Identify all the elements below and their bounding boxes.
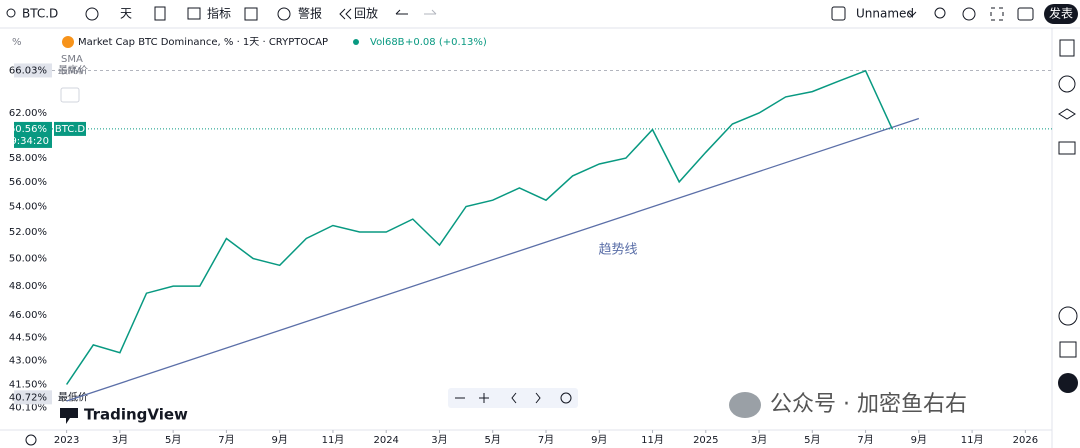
search-icon[interactable] [6, 8, 16, 18]
y-tick-label: 40.10% [9, 403, 47, 414]
symbol-tag-label: BTC.D [55, 124, 86, 135]
chat[interactable] [1058, 141, 1076, 155]
x-tick-label: 5月 [165, 434, 181, 446]
chart-type[interactable] [154, 6, 166, 21]
x-tick-label: 9月 [911, 434, 927, 446]
calendar[interactable] [1059, 341, 1077, 358]
low-price-tag [14, 390, 52, 405]
high-price-label: 66.03% [9, 65, 47, 76]
y-tick-label: 62.00% [9, 108, 47, 119]
axis-unit: % [12, 37, 22, 48]
time-settings[interactable] [25, 434, 37, 446]
x-tick-label: 7月 [538, 434, 554, 446]
x-tick-label: 11月 [961, 434, 984, 446]
high-name: 最高价 [58, 63, 88, 76]
x-tick-label: 5月 [804, 434, 820, 446]
undo[interactable] [395, 9, 408, 15]
zoom-controls [448, 388, 578, 408]
collapse-legend[interactable] [60, 87, 80, 103]
indicator-label: SMA [61, 66, 83, 77]
alerts[interactable]: 警报 [298, 6, 322, 21]
high-price-tag [14, 63, 52, 78]
zoom-in[interactable] [479, 393, 489, 403]
indicators[interactable]: 指标 [207, 6, 231, 21]
low-name: 最低价 [58, 390, 88, 403]
y-tick-label: 54.00% [9, 201, 47, 212]
redo[interactable] [424, 9, 437, 15]
last-price-label: 60.56% [9, 124, 47, 135]
add-symbol[interactable] [85, 7, 99, 21]
tradingview-brand: TradingView [84, 406, 188, 424]
settings[interactable] [962, 7, 976, 21]
countdown: 19:34:20 [4, 136, 49, 147]
y-tick-label: 41.50% [9, 380, 47, 391]
layout-checkbox[interactable] [831, 6, 846, 21]
market-status [353, 39, 359, 45]
wechat-logo [729, 392, 761, 418]
x-tick-label: 3月 [751, 434, 767, 446]
more-panels[interactable] [1058, 373, 1078, 393]
x-tick-label: 9月 [271, 434, 287, 446]
publish-button[interactable] [1044, 4, 1078, 24]
price-line [65, 69, 893, 385]
x-tick-label: 2024 [373, 435, 398, 446]
indicators-icon[interactable] [187, 7, 201, 20]
watchlist[interactable] [1059, 39, 1075, 57]
layout-menu[interactable] [907, 11, 917, 17]
fullscreen[interactable] [990, 7, 1004, 21]
wechat-account: 公众号 · 加密鱼右右 [770, 392, 967, 417]
x-tick-label: 3月 [431, 434, 447, 446]
ideas[interactable] [1058, 306, 1078, 326]
layout-name[interactable]: Unnamed [856, 7, 914, 21]
y-tick-label: 43.00% [9, 355, 47, 366]
x-tick-label: 7月 [218, 434, 234, 446]
y-tick-label: 56.00% [9, 177, 47, 188]
replay[interactable]: 回放 [354, 6, 378, 21]
templates[interactable] [244, 7, 258, 21]
alerts-icon[interactable] [277, 7, 291, 21]
replay-icon[interactable] [339, 8, 352, 20]
legend-change: +0.08 (+0.13%) [405, 37, 487, 48]
low-price-label: 40.72% [9, 392, 47, 403]
legend-volume: Vol68B [370, 37, 405, 48]
x-tick-label: 9月 [591, 434, 607, 446]
scroll-left[interactable] [511, 392, 517, 404]
y-tick-label: 58.00% [9, 153, 47, 164]
quick-search[interactable] [934, 7, 946, 19]
symbol[interactable]: BTC.D [22, 7, 58, 21]
trendline-label: 趋势线 [598, 242, 637, 258]
x-tick-label: 3月 [112, 434, 128, 446]
alerts-panel[interactable] [1058, 75, 1076, 93]
indicator-label: SMA [61, 54, 83, 65]
x-tick-label: 11月 [322, 434, 345, 446]
legend-title: Market Cap BTC Dominance, % · 1天 · CRYPT… [78, 37, 328, 48]
scroll-right[interactable] [535, 392, 541, 404]
trendline [66, 117, 920, 402]
symbol-tag [54, 121, 86, 136]
reset-chart[interactable] [560, 392, 572, 404]
snapshot[interactable] [1017, 7, 1034, 21]
y-tick-label: 46.00% [9, 310, 47, 321]
y-tick-label: 50.00% [9, 254, 47, 265]
x-tick-label: 2025 [693, 435, 718, 446]
y-tick-label: 48.00% [9, 281, 47, 292]
x-tick-label: 5月 [485, 434, 501, 446]
publish[interactable]: 发表 [1049, 6, 1073, 21]
y-tick-label: 52.00% [9, 227, 47, 238]
x-tick-label: 2026 [1013, 435, 1038, 446]
x-tick-label: 7月 [857, 434, 873, 446]
y-tick-label: 44.50% [9, 332, 47, 343]
last-price-tag [14, 121, 52, 148]
object-tree[interactable] [1058, 108, 1076, 120]
symbol-logo [62, 36, 74, 48]
x-tick-label: 11月 [641, 434, 664, 446]
tradingview-logo [60, 408, 78, 424]
interval[interactable]: 天 [120, 7, 132, 21]
x-tick-label: 2023 [54, 435, 79, 446]
